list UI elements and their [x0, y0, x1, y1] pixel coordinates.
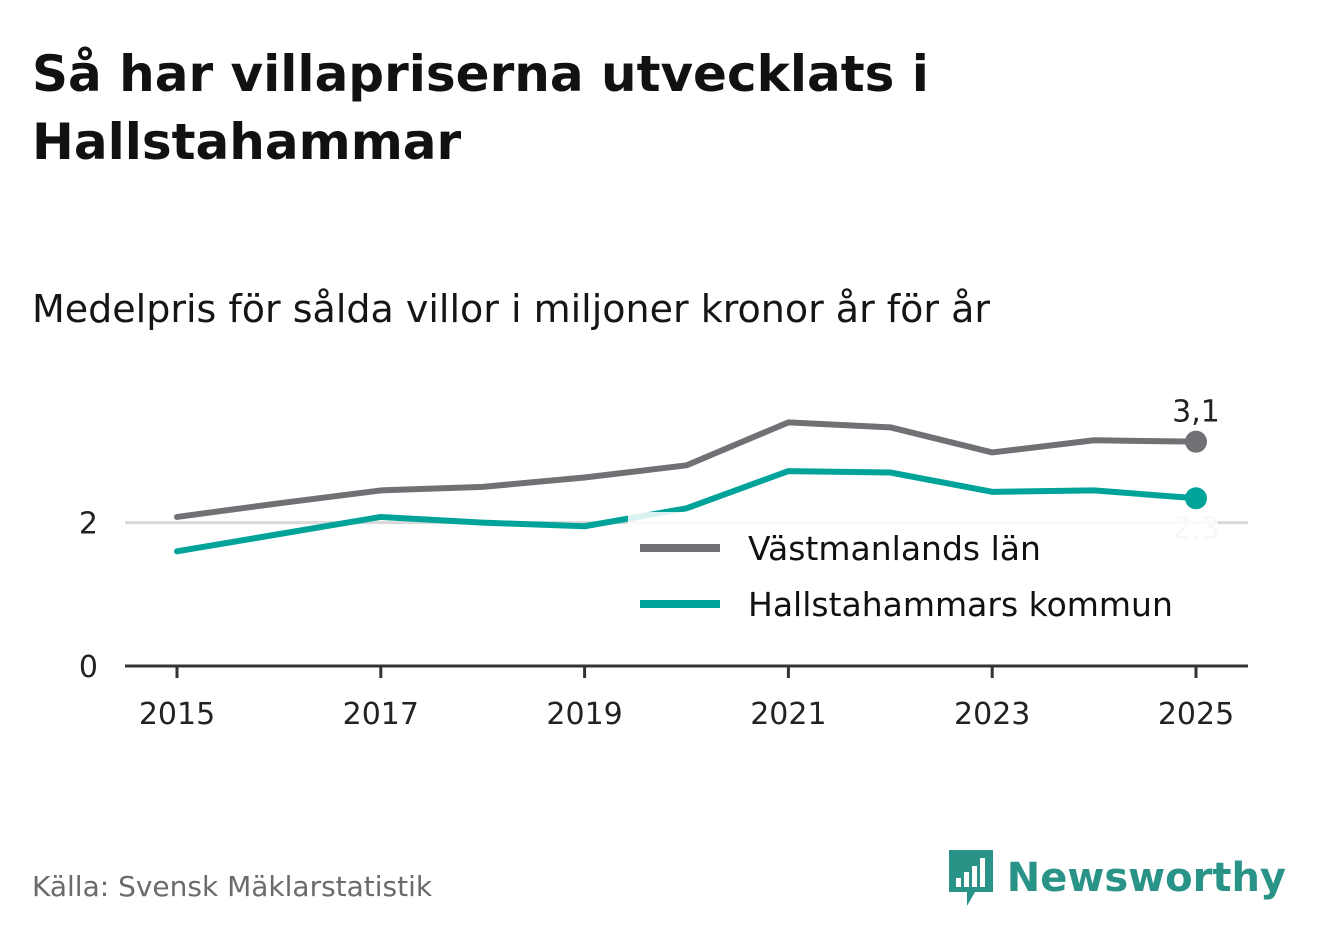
x-tick-label: 2015: [139, 697, 215, 732]
brand-name: Newsworthy: [1007, 855, 1286, 901]
x-tick-label: 2021: [750, 697, 826, 732]
x-tick-label: 2025: [1158, 697, 1234, 732]
series-end-label: 3,1: [1172, 395, 1220, 430]
y-tick-label: 0: [79, 650, 98, 685]
legend-label: Hallstahammars kommun: [748, 585, 1173, 624]
x-tick-label: 2019: [546, 697, 622, 732]
newsworthy-icon: [947, 848, 995, 908]
y-axis: 02: [79, 507, 98, 685]
series-end-point: [1185, 487, 1207, 509]
chart-title: Så har villapriserna utvecklats i Hallst…: [32, 40, 1292, 176]
chart-subtitle: Medelpris för sålda villor i miljoner kr…: [32, 284, 990, 334]
x-tick-label: 2017: [343, 697, 419, 732]
x-tick-label: 2023: [954, 697, 1030, 732]
x-axis: 2015 2017 2019 2021 2023 2025: [125, 666, 1248, 732]
series-end-point: [1185, 431, 1207, 453]
legend: Västmanlands län Hallstahammars kommun: [628, 512, 1218, 632]
source-note: Källa: Svensk Mäklarstatistik: [32, 870, 432, 903]
y-tick-label: 2: [79, 507, 98, 542]
legend-label: Västmanlands län: [748, 529, 1041, 568]
brand-logo: Newsworthy: [947, 848, 1286, 908]
series-line: [177, 422, 1196, 517]
